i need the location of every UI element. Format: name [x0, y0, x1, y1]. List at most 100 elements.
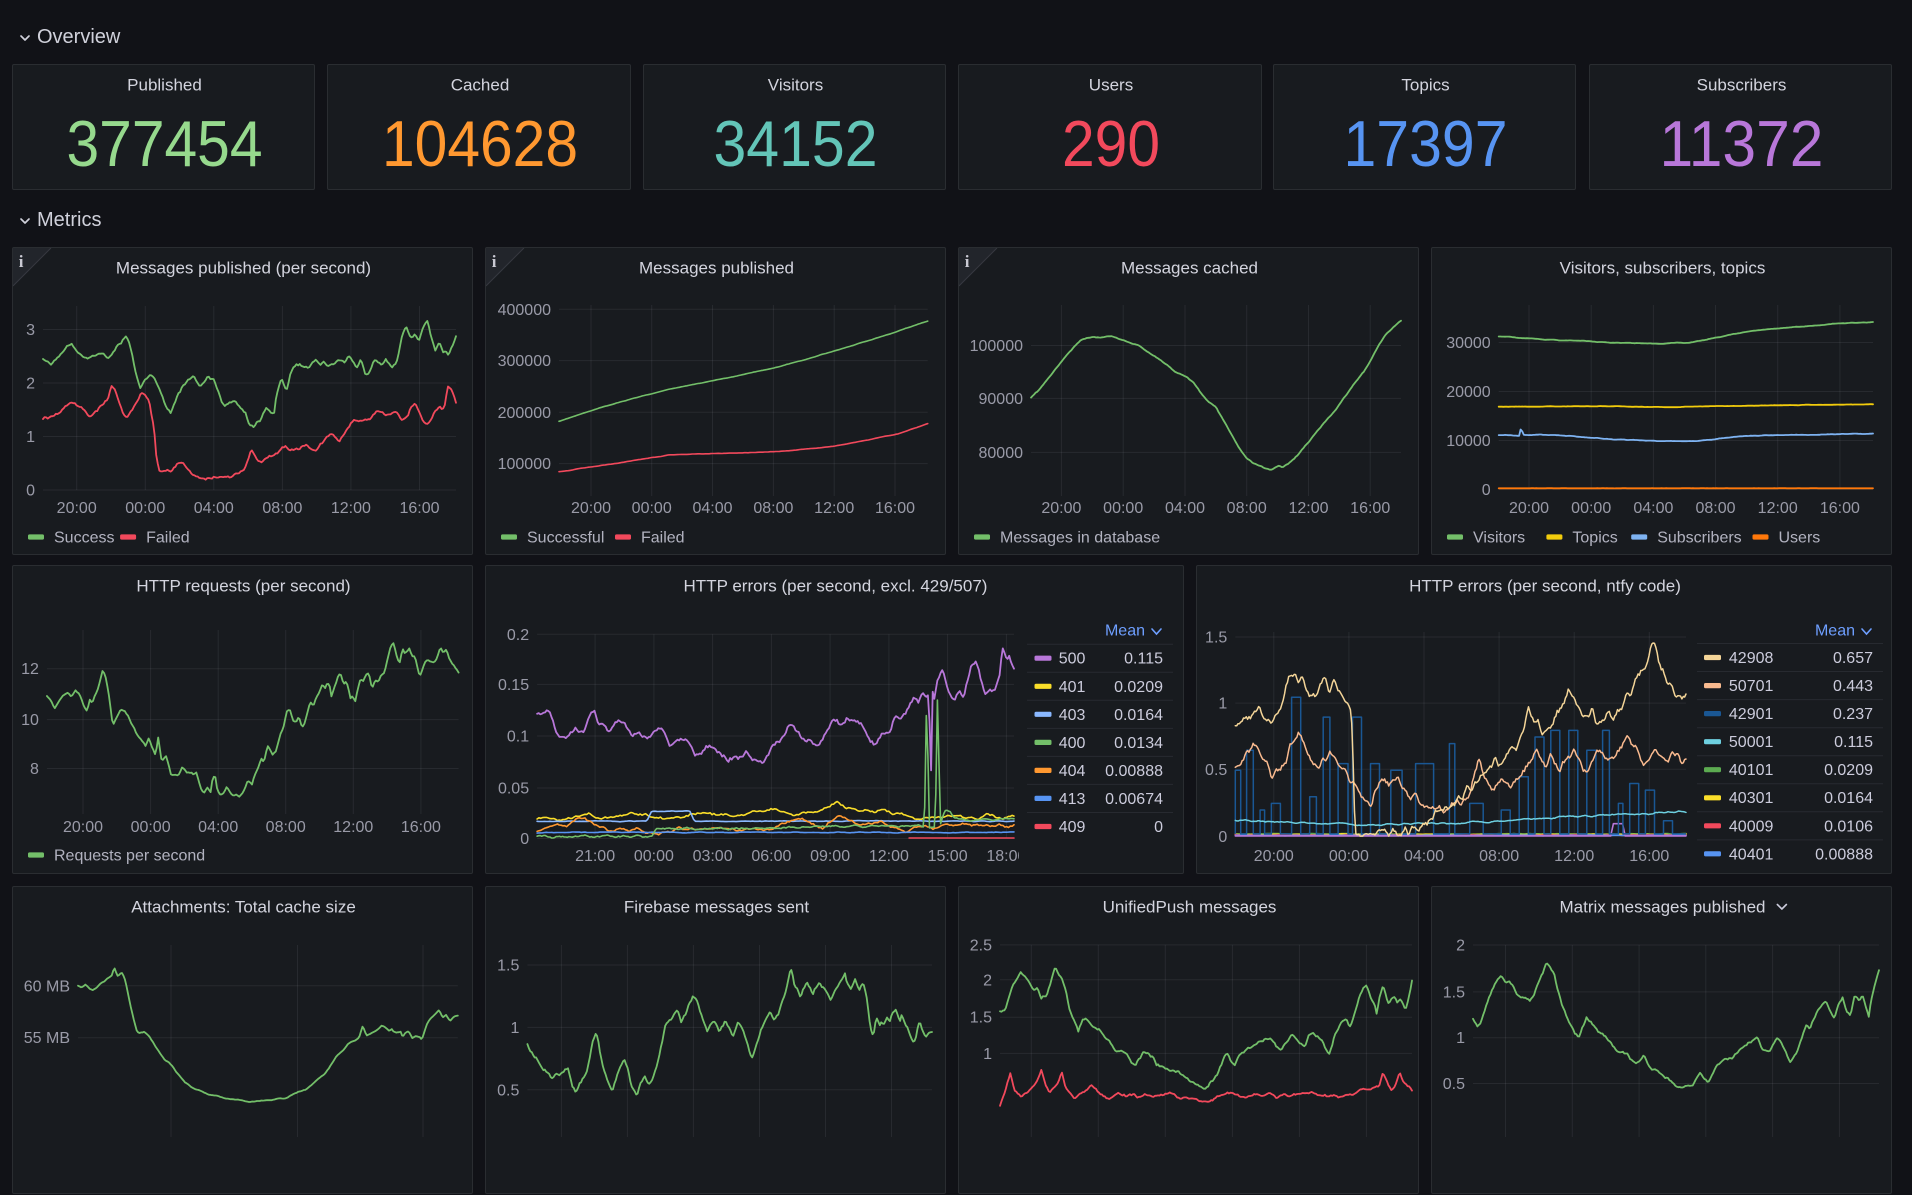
- svg-text:2.5: 2.5: [970, 937, 992, 954]
- svg-text:12:00: 12:00: [1758, 500, 1798, 517]
- svg-text:0.0164: 0.0164: [1824, 790, 1873, 807]
- svg-text:04:00: 04:00: [1404, 848, 1444, 865]
- svg-text:16:00: 16:00: [1350, 500, 1390, 517]
- svg-text:40401: 40401: [1729, 846, 1774, 863]
- svg-text:413: 413: [1059, 791, 1086, 808]
- svg-text:403: 403: [1059, 707, 1086, 724]
- svg-text:Messages published (per second: Messages published (per second): [116, 259, 371, 278]
- svg-text:03:00: 03:00: [693, 848, 733, 865]
- svg-text:104628: 104628: [382, 107, 578, 180]
- svg-text:3: 3: [26, 322, 35, 339]
- svg-text:401: 401: [1059, 679, 1086, 696]
- svg-text:60 MB: 60 MB: [24, 978, 70, 995]
- svg-text:1.5: 1.5: [970, 1010, 992, 1027]
- svg-text:290: 290: [1062, 107, 1160, 180]
- svg-text:Failed: Failed: [146, 530, 190, 547]
- svg-text:16:00: 16:00: [875, 500, 915, 517]
- svg-text:377454: 377454: [67, 107, 263, 180]
- svg-text:Topics: Topics: [1572, 530, 1617, 547]
- svg-text:00:00: 00:00: [634, 848, 674, 865]
- svg-text:0: 0: [520, 831, 529, 848]
- svg-text:1: 1: [1218, 696, 1227, 713]
- svg-text:Mean: Mean: [1815, 623, 1855, 640]
- svg-text:20:00: 20:00: [1254, 848, 1294, 865]
- svg-text:04:00: 04:00: [1633, 500, 1673, 517]
- svg-text:08:00: 08:00: [753, 500, 793, 517]
- svg-text:10: 10: [21, 712, 39, 729]
- svg-text:21:00: 21:00: [575, 848, 615, 865]
- svg-text:i: i: [965, 252, 970, 271]
- svg-text:30000: 30000: [1446, 335, 1491, 352]
- svg-text:HTTP errors (per second, excl.: HTTP errors (per second, excl. 429/507): [684, 577, 988, 596]
- svg-text:Topics: Topics: [1401, 76, 1449, 95]
- svg-text:20:00: 20:00: [571, 500, 611, 517]
- svg-text:40101: 40101: [1729, 762, 1774, 779]
- svg-text:1.5: 1.5: [1205, 630, 1227, 647]
- svg-text:90000: 90000: [979, 391, 1024, 408]
- svg-text:06:00: 06:00: [751, 848, 791, 865]
- svg-text:0.115: 0.115: [1834, 734, 1873, 751]
- svg-text:Attachments: Total cache size: Attachments: Total cache size: [131, 898, 356, 917]
- svg-text:0.00888: 0.00888: [1105, 763, 1163, 780]
- svg-text:20:00: 20:00: [57, 500, 97, 517]
- svg-text:0.237: 0.237: [1833, 706, 1873, 723]
- svg-text:18:00: 18:00: [986, 848, 1026, 865]
- svg-text:i: i: [492, 252, 497, 271]
- svg-text:HTTP requests (per second): HTTP requests (per second): [136, 577, 350, 596]
- svg-text:20000: 20000: [1446, 384, 1491, 401]
- svg-text:80000: 80000: [979, 445, 1024, 462]
- svg-text:11372: 11372: [1660, 107, 1824, 180]
- svg-text:12:00: 12:00: [331, 500, 371, 517]
- svg-text:Messages in database: Messages in database: [1000, 530, 1160, 547]
- svg-text:0.05: 0.05: [498, 781, 529, 798]
- svg-text:00:00: 00:00: [125, 500, 165, 517]
- svg-text:UnifiedPush messages: UnifiedPush messages: [1103, 898, 1277, 917]
- svg-text:Successful: Successful: [527, 530, 604, 547]
- svg-text:50001: 50001: [1729, 734, 1774, 751]
- svg-text:15:00: 15:00: [928, 848, 968, 865]
- svg-text:0: 0: [26, 483, 35, 500]
- svg-text:0.0134: 0.0134: [1114, 735, 1163, 752]
- svg-text:0.443: 0.443: [1833, 678, 1873, 695]
- svg-text:04:00: 04:00: [194, 500, 234, 517]
- svg-text:0.0164: 0.0164: [1114, 707, 1163, 724]
- svg-text:0: 0: [1154, 819, 1163, 836]
- svg-text:40301: 40301: [1729, 790, 1774, 807]
- svg-text:34152: 34152: [714, 107, 878, 180]
- svg-text:40009: 40009: [1729, 818, 1774, 835]
- svg-text:409: 409: [1059, 819, 1086, 836]
- svg-text:Users: Users: [1089, 76, 1133, 95]
- svg-text:0.5: 0.5: [1205, 762, 1227, 779]
- svg-text:10000: 10000: [1446, 433, 1491, 450]
- svg-text:1.5: 1.5: [1443, 984, 1465, 1001]
- svg-text:0.5: 0.5: [1443, 1076, 1465, 1093]
- svg-text:1: 1: [510, 1020, 519, 1037]
- svg-text:Matrix messages published: Matrix messages published: [1560, 898, 1766, 917]
- svg-text:0.00888: 0.00888: [1815, 846, 1873, 863]
- svg-text:08:00: 08:00: [1695, 500, 1735, 517]
- svg-text:08:00: 08:00: [1227, 500, 1267, 517]
- svg-text:00:00: 00:00: [1329, 848, 1369, 865]
- svg-text:1.5: 1.5: [497, 958, 519, 975]
- svg-text:0.5: 0.5: [497, 1082, 519, 1099]
- svg-text:Visitors: Visitors: [768, 76, 823, 95]
- svg-text:0.15: 0.15: [498, 677, 529, 694]
- svg-text:12:00: 12:00: [1554, 848, 1594, 865]
- svg-text:20:00: 20:00: [63, 819, 103, 836]
- svg-text:17397: 17397: [1344, 107, 1508, 180]
- svg-text:1: 1: [26, 429, 35, 446]
- svg-text:0: 0: [1482, 482, 1491, 499]
- svg-text:00:00: 00:00: [632, 500, 672, 517]
- svg-text:20:00: 20:00: [1509, 500, 1549, 517]
- svg-text:12:00: 12:00: [333, 819, 373, 836]
- svg-text:0.0106: 0.0106: [1824, 818, 1873, 835]
- svg-text:08:00: 08:00: [262, 500, 302, 517]
- svg-text:Published: Published: [127, 76, 202, 95]
- svg-text:Requests per second: Requests per second: [54, 848, 205, 865]
- svg-text:00:00: 00:00: [131, 819, 171, 836]
- svg-text:Subscribers: Subscribers: [1697, 76, 1787, 95]
- svg-text:12:00: 12:00: [1288, 500, 1328, 517]
- svg-text:i: i: [19, 252, 24, 271]
- svg-text:HTTP errors (per second, ntfy: HTTP errors (per second, ntfy code): [1409, 577, 1681, 596]
- svg-text:50701: 50701: [1729, 678, 1774, 695]
